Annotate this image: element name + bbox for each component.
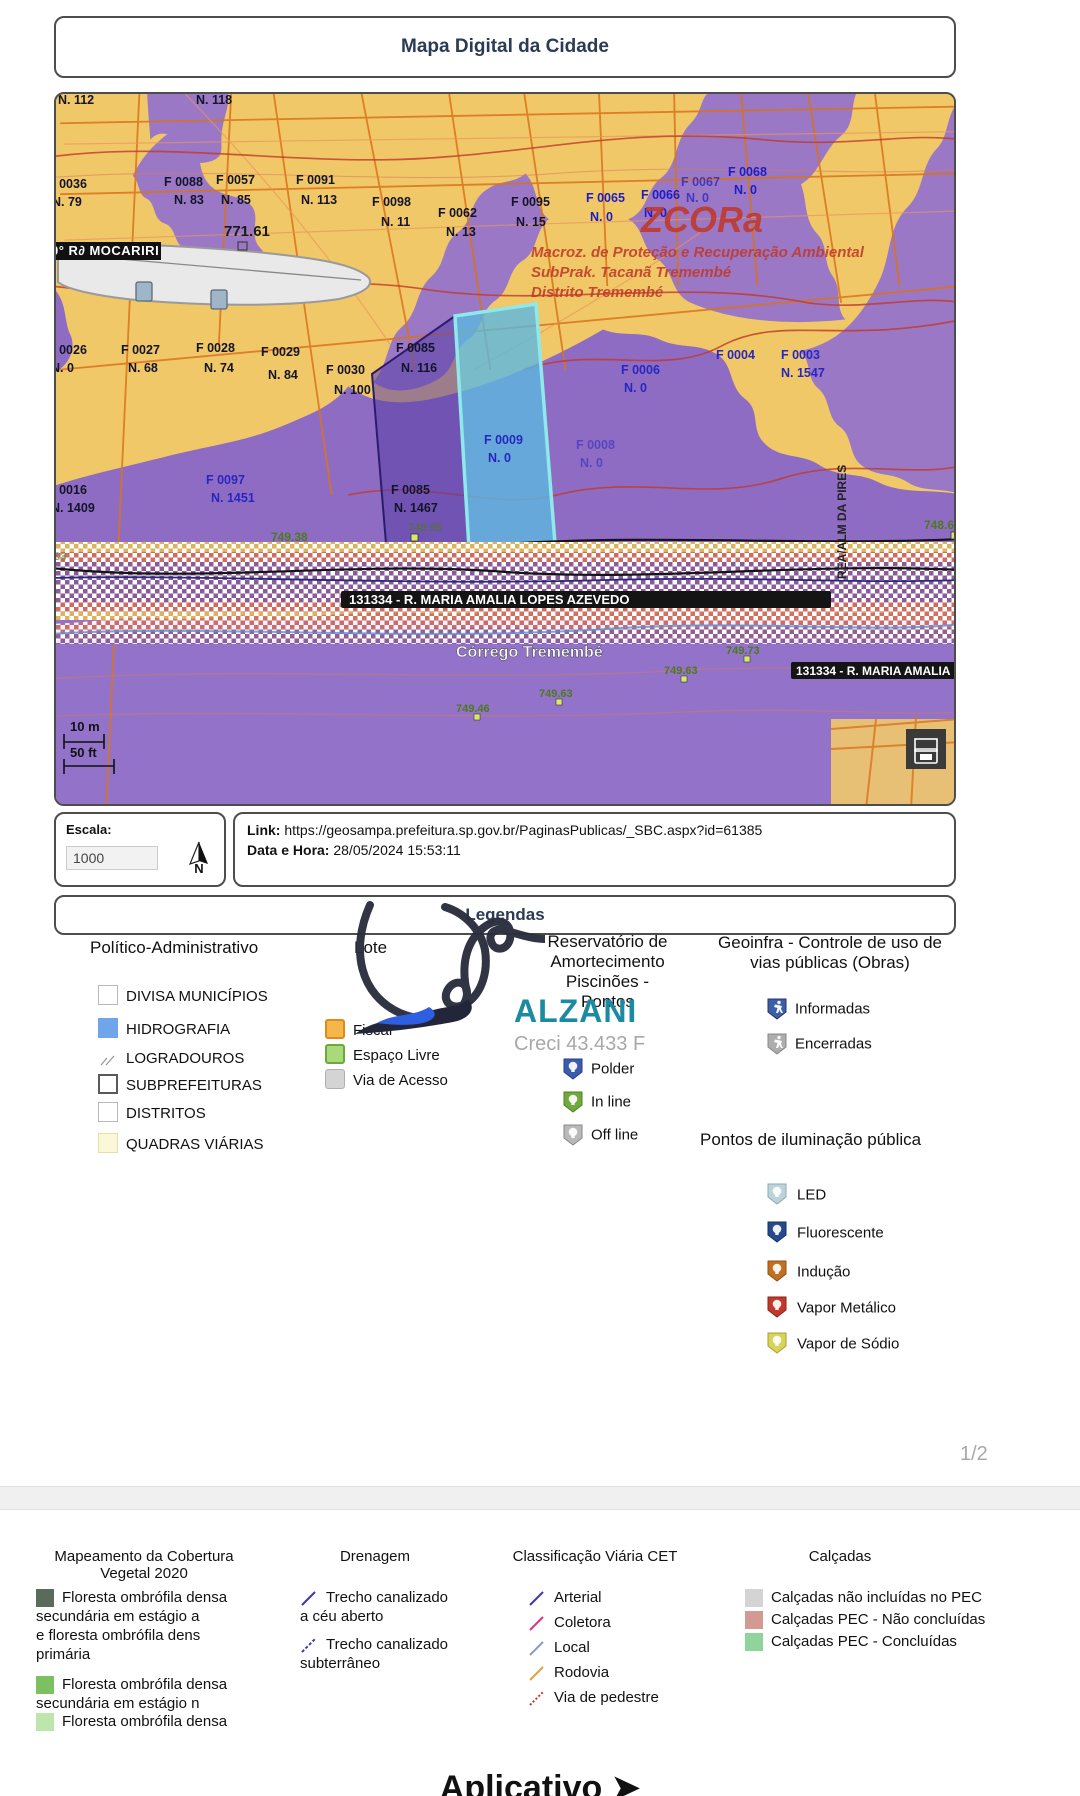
svg-text:F 0062: F 0062 <box>438 206 477 220</box>
svg-text:748.67: 748.67 <box>924 518 956 532</box>
svg-text:N: N <box>194 861 203 875</box>
svg-text:F 0016: F 0016 <box>56 483 87 497</box>
svg-text:N. 0: N. 0 <box>734 183 757 197</box>
svg-text:F 0085: F 0085 <box>396 341 435 355</box>
svg-text:F 0091: F 0091 <box>296 173 335 187</box>
svg-text:SubPrak. Tacanã Tremembé: SubPrak. Tacanã Tremembé <box>531 264 731 281</box>
svg-text:749.38: 749.38 <box>271 530 308 544</box>
svg-text:N. 79: N. 79 <box>56 195 82 209</box>
svg-text:771.61: 771.61 <box>224 223 270 240</box>
svg-text:749.73: 749.73 <box>726 645 760 657</box>
svg-text:ZCORa: ZCORa <box>640 199 763 240</box>
svg-text:N. 0: N. 0 <box>590 210 613 224</box>
svg-text:N. 113: N. 113 <box>301 193 337 207</box>
svg-text:REA/ALM DA PIRES: REA/ALM DA PIRES <box>835 465 849 579</box>
svg-text:F 0028: F 0028 <box>196 341 235 355</box>
svg-text:N. 100: N. 100 <box>334 383 371 397</box>
svg-text:N. 0: N. 0 <box>56 361 74 375</box>
svg-text:F 0008: F 0008 <box>576 438 615 452</box>
svg-text:50 ft: 50 ft <box>70 745 97 760</box>
svg-text:F 0088: F 0088 <box>164 175 203 189</box>
svg-text:N. 0: N. 0 <box>624 381 647 395</box>
svg-text:F 0067: F 0067 <box>681 175 720 189</box>
svg-text:N. 84: N. 84 <box>268 368 298 382</box>
svg-text:131334 - R. MARIA AMALIA LOPES: 131334 - R. MARIA AMALIA LOPES AZEVEDO <box>349 592 630 607</box>
svg-text:N. 83: N. 83 <box>174 193 204 207</box>
svg-text:10 m: 10 m <box>70 719 100 734</box>
svg-text:F 0085: F 0085 <box>391 483 430 497</box>
svg-text:N. 11: N. 11 <box>381 215 410 229</box>
svg-text:N. 1451: N. 1451 <box>211 491 255 505</box>
svg-text:F 0006: F 0006 <box>621 363 660 377</box>
svg-text:F 0030: F 0030 <box>326 363 365 377</box>
svg-text:F 0098: F 0098 <box>372 195 411 209</box>
svg-text:Macroz. de Proteção e Recupera: Macroz. de Proteção e Recuperação Ambien… <box>531 244 865 261</box>
svg-text:N. 116: N. 116 <box>401 361 437 375</box>
svg-text:.63: .63 <box>56 551 66 563</box>
svg-text:N. 1409: N. 1409 <box>56 501 95 515</box>
svg-text:N. 74: N. 74 <box>204 361 234 375</box>
svg-text:F 0009: F 0009 <box>484 433 523 447</box>
svg-text:F 0029: F 0029 <box>261 345 300 359</box>
svg-text:N. 0: N. 0 <box>488 451 511 465</box>
svg-text:F 0068: F 0068 <box>728 165 767 179</box>
svg-text:N. 1547: N. 1547 <box>781 366 825 380</box>
svg-text:N. 15: N. 15 <box>516 215 546 229</box>
svg-text:N. 85: N. 85 <box>221 193 251 207</box>
svg-text:F 0004: F 0004 <box>716 348 755 362</box>
svg-text:N. 118: N. 118 <box>196 94 232 107</box>
svg-text:F 0095: F 0095 <box>511 195 550 209</box>
svg-text:N. 0: N. 0 <box>580 456 603 470</box>
svg-text:0° R∂ MOCARIRI: 0° R∂ MOCARIRI <box>56 243 159 258</box>
svg-text:F 0003: F 0003 <box>781 348 820 362</box>
svg-text:131334 - R. MARIA AMALIA: 131334 - R. MARIA AMALIA <box>796 664 951 678</box>
svg-text:F 0065: F 0065 <box>586 191 625 205</box>
svg-text:Córrego Tremembé: Córrego Tremembé <box>456 644 603 661</box>
svg-text:F 0026: F 0026 <box>56 343 87 357</box>
svg-text:Distrito Tremembé: Distrito Tremembé <box>531 284 663 301</box>
svg-text:N. 112: N. 112 <box>58 94 94 107</box>
svg-text:N. 68: N. 68 <box>128 361 158 375</box>
svg-text:748.95: 748.95 <box>408 522 442 534</box>
svg-text:F 0057: F 0057 <box>216 173 255 187</box>
svg-text:F 0027: F 0027 <box>121 343 160 357</box>
svg-text:749.63: 749.63 <box>664 665 698 677</box>
svg-text:749.63: 749.63 <box>539 688 573 700</box>
svg-text:749.46: 749.46 <box>456 703 490 715</box>
svg-text:F 0036: F 0036 <box>56 177 87 191</box>
svg-text:N. 1467: N. 1467 <box>394 501 438 515</box>
svg-text:F 0097: F 0097 <box>206 473 245 487</box>
svg-text:N. 13: N. 13 <box>446 225 476 239</box>
